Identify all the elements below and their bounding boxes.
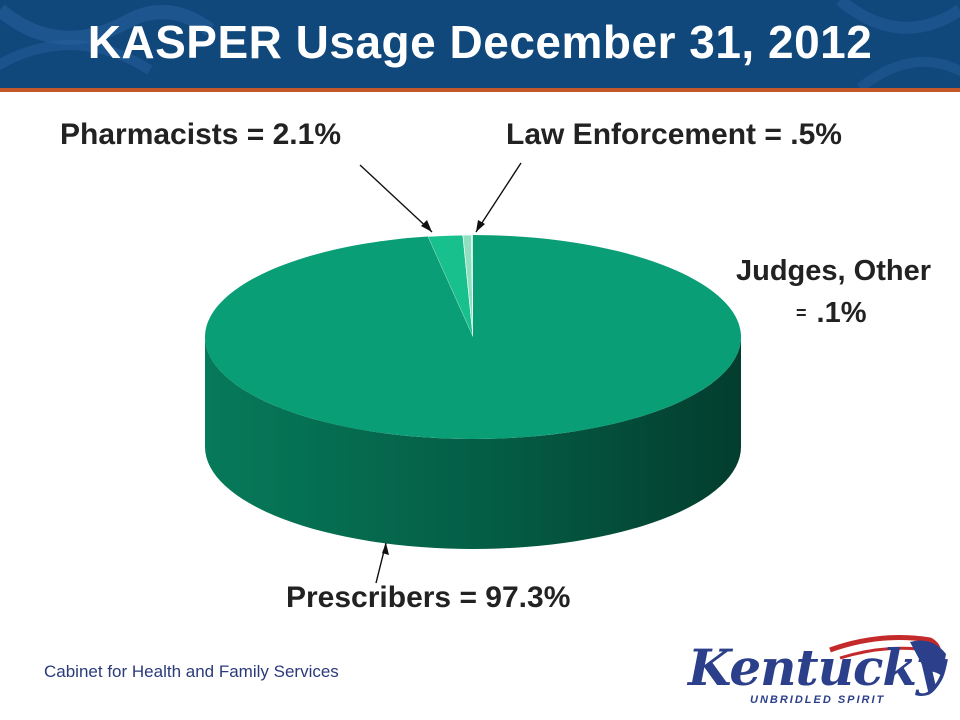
slice-judges-other [471,234,474,338]
pharmacists-arrowhead [421,220,432,232]
leader-lines [359,162,522,584]
prescribers-arrowhead [382,543,389,555]
slice-prescribers [204,235,741,440]
footer-text: Cabinet for Health and Family Services [44,662,339,681]
pharmacists-label: Pharmacists = 2.1% [60,118,342,151]
pie-side-wall [205,337,741,549]
judges-other-label: Judges, Other [736,255,931,287]
logo-wordmark: Kentucky [688,638,945,697]
header-banner: KASPER Usage December 31, 2012 [0,0,960,88]
judges-equals-sign: = [796,303,807,323]
logo-tagline: UNBRIDLED SPIRIT [750,694,886,706]
law-enforcement-label: Law Enforcement = .5% [506,118,842,151]
judges-percent: .1% [816,297,867,329]
kentucky-logo: Kentucky UNBRIDLED SPIRIT [680,632,950,714]
pharmacists-leader-line [359,164,433,233]
horse-swoosh-icon [829,635,946,676]
page-title: KASPER Usage December 31, 2012 [87,16,873,68]
prescribers-label: Prescribers = 97.3% [286,581,571,614]
judges-other-value: = .1% [796,297,867,330]
header-swirl-decoration [0,0,960,88]
law-enforcement-leader-line [475,162,522,233]
header-divider [0,88,960,92]
law-enforcement-arrowhead [476,220,485,232]
